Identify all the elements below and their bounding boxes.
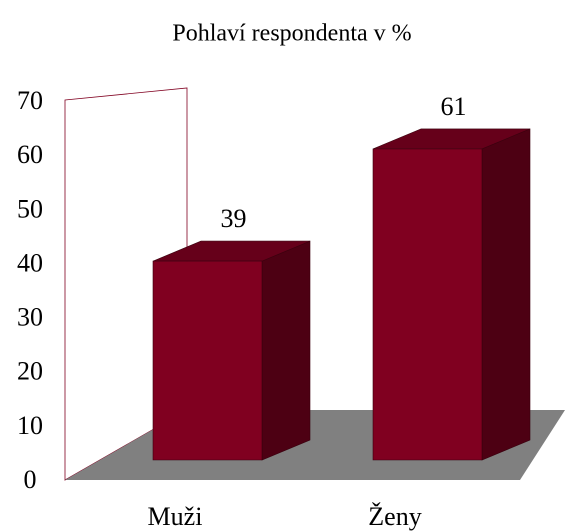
- y-tick-label: 20: [17, 357, 43, 386]
- bar-side: [261, 240, 311, 461]
- bar-front: [372, 148, 483, 461]
- x-tick-label: Muži: [148, 502, 203, 531]
- y-tick-label: 60: [17, 140, 43, 169]
- y-tick-label: 30: [17, 303, 43, 332]
- y-tick-label: 40: [17, 248, 43, 277]
- bar-side: [481, 128, 531, 461]
- y-tick-label: 10: [17, 411, 43, 440]
- data-label: 39: [221, 204, 247, 233]
- bar-front: [152, 260, 263, 461]
- y-tick-label: 0: [24, 465, 37, 494]
- bar: [372, 128, 531, 461]
- y-tick-label: 70: [17, 86, 43, 115]
- x-tick-label: Ženy: [368, 502, 421, 531]
- bar: [152, 240, 311, 461]
- data-label: 61: [441, 92, 467, 121]
- y-tick-label: 50: [17, 194, 43, 223]
- chart-title: Pohlaví respondenta v %: [172, 21, 411, 47]
